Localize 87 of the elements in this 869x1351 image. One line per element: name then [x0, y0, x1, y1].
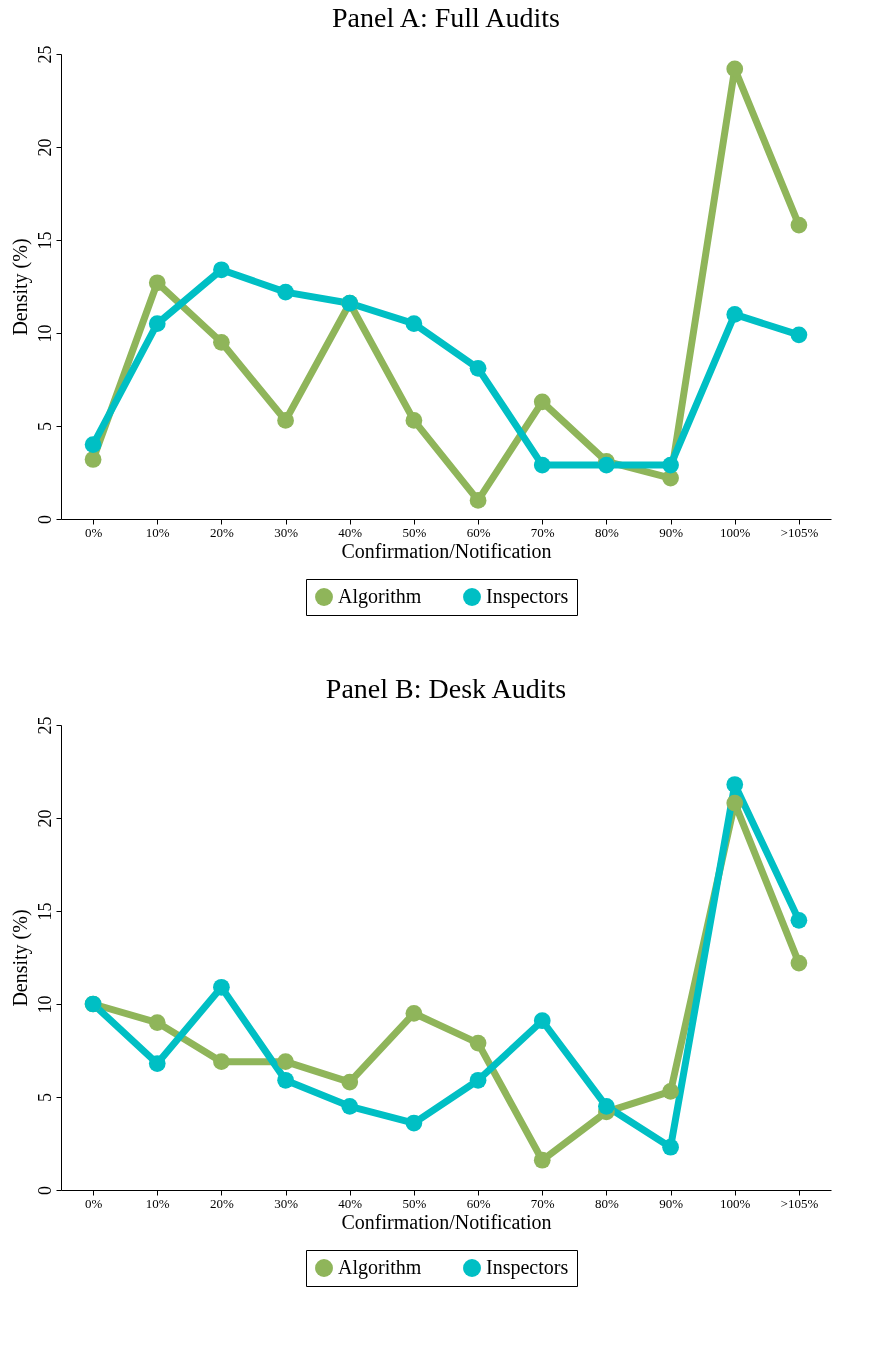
point [469, 1071, 487, 1089]
point [726, 306, 744, 323]
y-tick-label: 15 [34, 902, 55, 921]
point [598, 1097, 615, 1115]
y-tick-label: 0 [34, 515, 55, 524]
y-tick-label: 5 [34, 1093, 55, 1102]
point [148, 315, 166, 333]
point [533, 1012, 551, 1030]
x-tick-label: 90% [659, 1195, 684, 1211]
point [598, 456, 615, 474]
x-tick-label: 40% [338, 1195, 363, 1211]
point [533, 1151, 551, 1169]
point [405, 1114, 423, 1132]
y-tick-label: 10 [34, 324, 55, 343]
point [726, 794, 744, 812]
point [790, 326, 808, 344]
point [533, 393, 551, 411]
x-tick-label: 40% [338, 524, 363, 540]
point [469, 1034, 487, 1052]
x-tick-label: 60% [466, 1195, 491, 1211]
x-tick-label: 50% [402, 524, 427, 540]
x-tick-label: 10% [145, 1195, 170, 1211]
point [790, 911, 808, 929]
point [277, 412, 294, 429]
y-axis-title: Density (%) [8, 909, 32, 1007]
point [277, 1053, 294, 1071]
x-tick-label: 30% [274, 524, 299, 540]
point [405, 412, 423, 429]
point [662, 456, 679, 474]
point [662, 1083, 679, 1100]
y-axis-title: Density (%) [8, 238, 32, 336]
point [790, 954, 808, 972]
point [213, 1053, 230, 1071]
chart-title: Panel B: Desk Audits [325, 673, 567, 704]
point [213, 261, 230, 279]
legend-label: Inspectors [486, 1256, 569, 1279]
legend-label: Inspectors [486, 585, 569, 608]
x-tick-label: 20% [209, 1195, 234, 1211]
point [533, 456, 551, 474]
x-axis-title: Confirmation/Notification [341, 1210, 552, 1233]
point [341, 1073, 359, 1091]
y-tick-label: 15 [34, 231, 55, 250]
x-tick-label: 0% [84, 1195, 103, 1211]
x-tick-label: 90% [659, 524, 684, 540]
point [213, 333, 230, 351]
point [726, 776, 744, 793]
legend-label: Algorithm [338, 1256, 422, 1279]
x-tick-label: 30% [274, 1195, 299, 1211]
point [405, 1004, 423, 1022]
point [790, 216, 808, 234]
point [469, 359, 487, 377]
point [213, 978, 230, 996]
x-tick-label: >105% [780, 524, 819, 540]
x-tick-label: 50% [402, 1195, 427, 1211]
point [84, 451, 102, 468]
point [405, 315, 423, 333]
point [341, 1097, 359, 1115]
x-tick-label: 20% [209, 524, 234, 540]
x-tick-label: 100% [720, 1195, 751, 1211]
x-tick-label: 10% [145, 524, 170, 540]
legend-label: Algorithm [338, 585, 422, 608]
y-tick-label: 25 [34, 716, 55, 735]
point [84, 436, 102, 453]
x-axis-title: Confirmation/Notification [341, 539, 552, 562]
x-tick-label: 80% [594, 1195, 619, 1211]
point [662, 1138, 679, 1156]
chart-title: Panel A: Full Audits [332, 2, 560, 33]
point [148, 1014, 166, 1031]
x-tick-label: 100% [720, 524, 751, 540]
x-tick-label: 60% [466, 524, 491, 540]
y-tick-label: 10 [34, 995, 55, 1014]
y-tick-label: 5 [34, 422, 55, 431]
x-tick-label: 0% [84, 524, 103, 540]
point [277, 1071, 294, 1089]
x-tick-label: 70% [530, 1195, 555, 1211]
point [726, 60, 744, 78]
y-tick-label: 25 [34, 45, 55, 64]
x-tick-label: 80% [594, 524, 619, 540]
y-tick-label: 20 [34, 809, 55, 828]
y-tick-label: 20 [34, 138, 55, 157]
point [148, 274, 166, 292]
point [469, 492, 487, 509]
y-tick-label: 0 [34, 1186, 55, 1195]
x-tick-label: 70% [530, 524, 555, 540]
point [277, 283, 294, 301]
x-tick-label: >105% [780, 1195, 819, 1211]
point [148, 1055, 166, 1072]
